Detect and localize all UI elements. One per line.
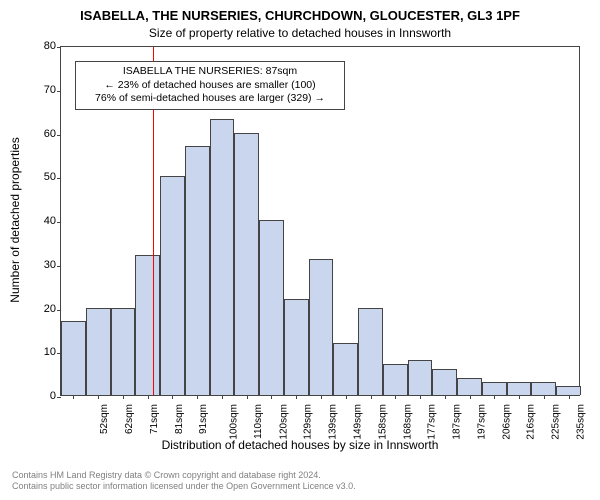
chart-title: ISABELLA, THE NURSERIES, CHURCHDOWN, GLO… xyxy=(0,8,600,23)
y-tick-label: 60 xyxy=(44,128,56,140)
x-tick xyxy=(445,395,446,399)
footer-line1: Contains HM Land Registry data © Crown c… xyxy=(12,470,356,481)
x-tick xyxy=(470,395,471,399)
x-tick xyxy=(420,395,421,399)
histogram-bar xyxy=(358,308,383,396)
annotation-line3: 76% of semi-detached houses are larger (… xyxy=(82,92,338,106)
histogram-bar xyxy=(61,321,86,395)
x-tick-label: 91sqm xyxy=(198,404,209,434)
x-tick xyxy=(271,395,272,399)
y-tick xyxy=(57,135,61,136)
x-tick-label: 81sqm xyxy=(174,404,185,434)
x-tick xyxy=(494,395,495,399)
x-tick xyxy=(371,395,372,399)
annotation-line2: ← 23% of detached houses are smaller (10… xyxy=(82,79,338,93)
y-tick-label: 50 xyxy=(44,171,56,183)
x-tick-label: 149sqm xyxy=(353,404,364,440)
histogram-bar xyxy=(457,378,482,396)
footer-line2: Contains public sector information licen… xyxy=(12,481,356,492)
y-tick xyxy=(57,397,61,398)
x-tick xyxy=(148,395,149,399)
x-tick-label: 235sqm xyxy=(575,404,586,440)
y-tick xyxy=(57,222,61,223)
x-tick xyxy=(73,395,74,399)
histogram-bar xyxy=(482,382,507,395)
x-tick-label: 206sqm xyxy=(501,404,512,440)
histogram-bar xyxy=(160,176,185,395)
histogram-bar xyxy=(531,382,556,395)
histogram-bar xyxy=(234,133,259,396)
x-tick xyxy=(296,395,297,399)
y-tick-label: 70 xyxy=(44,84,56,96)
x-tick-label: 129sqm xyxy=(303,404,314,440)
x-tick-label: 110sqm xyxy=(253,404,264,439)
histogram-bar xyxy=(135,255,160,395)
histogram-bar xyxy=(333,343,358,396)
x-tick-label: 197sqm xyxy=(476,404,487,440)
x-tick xyxy=(197,395,198,399)
x-tick-label: 52sqm xyxy=(99,404,110,434)
x-tick-label: 158sqm xyxy=(377,404,388,440)
histogram-bar xyxy=(507,382,532,395)
histogram-bar xyxy=(259,220,284,395)
x-tick-label: 120sqm xyxy=(278,404,289,440)
histogram-bar xyxy=(556,386,581,395)
x-tick xyxy=(569,395,570,399)
x-tick-label: 187sqm xyxy=(452,404,463,440)
x-tick xyxy=(172,395,173,399)
y-tick xyxy=(57,47,61,48)
histogram-bar xyxy=(185,146,210,395)
histogram-bar xyxy=(86,308,111,396)
y-tick-label: 40 xyxy=(44,215,56,227)
plot-area: ISABELLA THE NURSERIES: 87sqm← 23% of de… xyxy=(60,46,580,396)
histogram-bar xyxy=(284,299,309,395)
x-tick xyxy=(247,395,248,399)
x-tick-label: 225sqm xyxy=(551,404,562,440)
x-tick-label: 139sqm xyxy=(328,404,339,440)
x-tick-label: 71sqm xyxy=(149,404,160,434)
x-tick-label: 100sqm xyxy=(229,404,240,440)
x-tick xyxy=(123,395,124,399)
histogram-bar xyxy=(309,259,334,395)
y-tick xyxy=(57,266,61,267)
x-tick xyxy=(395,395,396,399)
annotation-box: ISABELLA THE NURSERIES: 87sqm← 23% of de… xyxy=(75,61,345,110)
histogram-bar xyxy=(432,369,457,395)
x-tick xyxy=(346,395,347,399)
y-tick xyxy=(57,178,61,179)
x-tick xyxy=(98,395,99,399)
annotation-line1: ISABELLA THE NURSERIES: 87sqm xyxy=(82,65,338,79)
x-tick-label: 62sqm xyxy=(124,404,135,434)
x-axis-label: Distribution of detached houses by size … xyxy=(0,438,600,452)
chart-subtitle: Size of property relative to detached ho… xyxy=(0,26,600,40)
y-tick-label: 0 xyxy=(50,390,56,402)
y-tick-label: 80 xyxy=(44,40,56,52)
footer-attribution: Contains HM Land Registry data © Crown c… xyxy=(12,470,356,493)
y-axis-label: Number of detached properties xyxy=(8,137,22,302)
x-tick xyxy=(222,395,223,399)
x-tick-label: 216sqm xyxy=(526,404,537,440)
histogram-bar xyxy=(111,308,136,396)
y-tick xyxy=(57,310,61,311)
x-tick xyxy=(321,395,322,399)
y-tick-label: 10 xyxy=(44,346,56,358)
y-tick-label: 20 xyxy=(44,303,56,315)
histogram-bar xyxy=(383,364,408,395)
x-tick xyxy=(544,395,545,399)
y-tick xyxy=(57,91,61,92)
y-tick-label: 30 xyxy=(44,259,56,271)
x-tick-label: 168sqm xyxy=(402,404,413,440)
x-tick xyxy=(519,395,520,399)
x-tick-label: 177sqm xyxy=(427,404,438,440)
histogram-bar xyxy=(210,119,235,395)
histogram-bar xyxy=(408,360,433,395)
